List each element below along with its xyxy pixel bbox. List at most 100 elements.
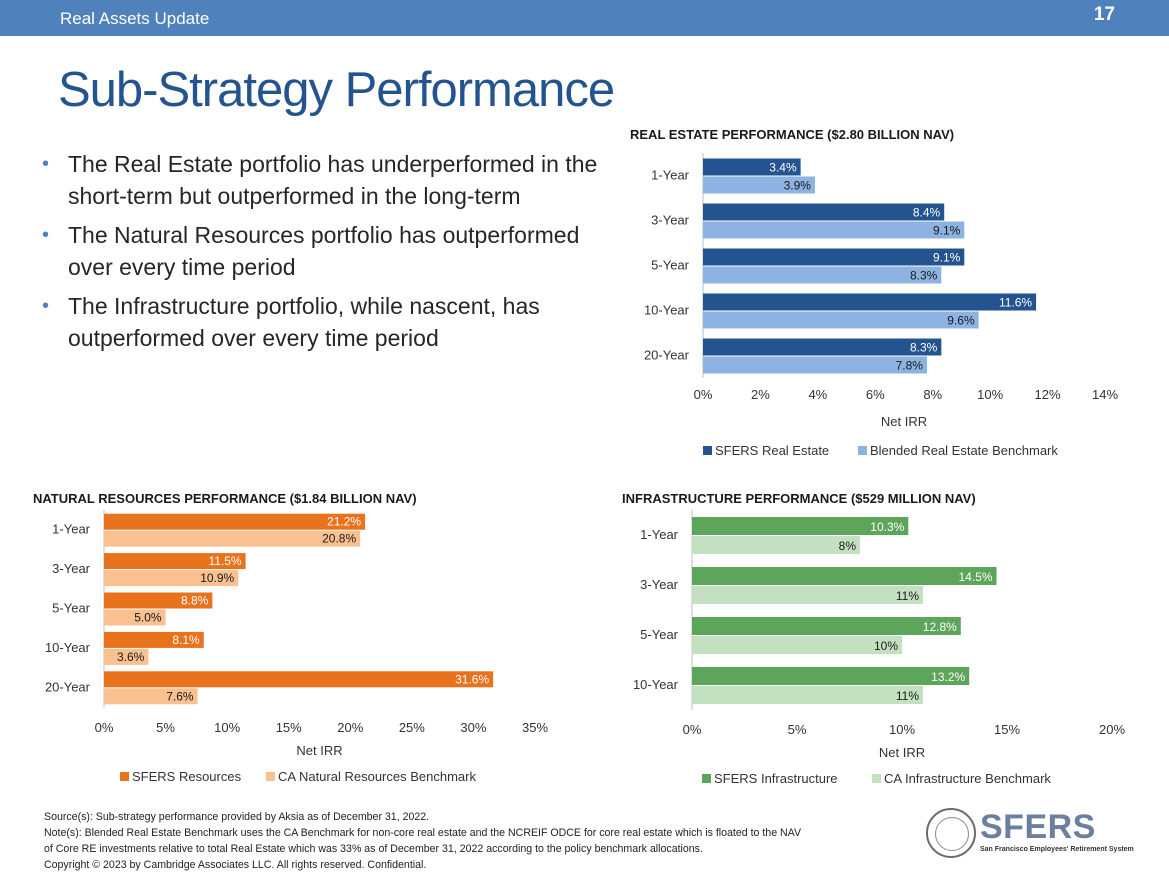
bullet-text: The Natural Resources portfolio has outp… — [68, 222, 580, 280]
bullet-icon: • — [42, 153, 50, 175]
category-label: 10-Year — [633, 677, 679, 692]
x-tick-label: 20% — [337, 720, 363, 735]
bar-benchmark — [703, 176, 815, 194]
category-label: 1-Year — [52, 522, 90, 537]
x-tick-label: 20% — [1099, 722, 1125, 737]
data-label: 8.3% — [910, 341, 938, 355]
bar-portfolio — [104, 631, 204, 648]
data-label: 11.5% — [208, 554, 241, 568]
chart-title: REAL ESTATE PERFORMANCE ($2.80 BILLION N… — [630, 127, 954, 142]
legend-label: SFERS Resources — [132, 769, 242, 784]
x-axis-label: Net IRR — [296, 743, 342, 758]
data-label: 13.2% — [931, 670, 965, 684]
category-label: 5-Year — [640, 627, 678, 642]
x-tick-label: 35% — [522, 720, 548, 735]
legend-swatch — [266, 772, 275, 781]
bar-portfolio — [104, 513, 366, 530]
logo-brand: SFERS — [980, 808, 1096, 846]
data-label: 8.3% — [910, 269, 938, 283]
category-label: 5-Year — [651, 258, 689, 273]
chart-title: INFRASTRUCTURE PERFORMANCE ($529 MILLION… — [622, 491, 976, 506]
bar-benchmark — [104, 688, 198, 705]
x-tick-label: 2% — [751, 387, 770, 402]
bar-portfolio — [703, 248, 965, 266]
chart-title: NATURAL RESOURCES PERFORMANCE ($1.84 BIL… — [33, 491, 417, 506]
infrastructure-chart: INFRASTRUCTURE PERFORMANCE ($529 MILLION… — [600, 484, 1160, 794]
bullet-icon: • — [42, 224, 50, 246]
data-label: 3.4% — [769, 161, 797, 175]
legend-label: SFERS Infrastructure — [714, 771, 838, 786]
data-label: 3.6% — [117, 650, 145, 664]
bar-portfolio — [692, 617, 961, 635]
category-label: 3-Year — [651, 213, 689, 228]
category-label: 10-Year — [45, 640, 91, 655]
category-label: 3-Year — [52, 561, 90, 576]
bar-benchmark — [104, 609, 166, 626]
data-label: 12.8% — [923, 620, 957, 634]
x-tick-label: 0% — [694, 387, 713, 402]
x-tick-label: 10% — [214, 720, 240, 735]
bullet-item: • The Infrastructure portfolio, while nas… — [42, 290, 602, 354]
x-tick-label: 0% — [683, 722, 702, 737]
data-label: 8.4% — [913, 206, 941, 220]
data-label: 20.8% — [322, 532, 356, 546]
legend-label: CA Infrastructure Benchmark — [884, 771, 1051, 786]
real-estate-chart: REAL ESTATE PERFORMANCE ($2.80 BILLION N… — [600, 120, 1160, 470]
bullet-item: • The Natural Resources portfolio has out… — [42, 219, 602, 283]
bar-benchmark — [692, 536, 860, 554]
data-label: 5.0% — [134, 611, 162, 625]
bar-portfolio — [703, 338, 942, 356]
x-tick-label: 15% — [994, 722, 1020, 737]
category-label: 10-Year — [644, 303, 690, 318]
bar-portfolio — [104, 553, 246, 570]
legend-swatch — [120, 772, 129, 781]
data-label: 10% — [874, 639, 898, 653]
data-label: 8.8% — [181, 594, 209, 608]
bar-benchmark — [104, 530, 361, 547]
legend-label: SFERS Real Estate — [715, 443, 829, 458]
bar-portfolio — [104, 671, 494, 688]
bar-portfolio — [692, 667, 970, 685]
x-tick-label: 30% — [460, 720, 486, 735]
sfers-logo: SFERS San Francisco Employees' Retiremen… — [924, 806, 1134, 862]
category-label: 1-Year — [640, 527, 678, 542]
bar-benchmark — [104, 570, 239, 587]
x-tick-label: 5% — [156, 720, 175, 735]
logo-subtitle: San Francisco Employees' Retirement Syst… — [980, 846, 1134, 853]
data-label: 11% — [896, 589, 919, 603]
bar-benchmark — [104, 648, 149, 665]
data-label: 7.8% — [896, 359, 924, 373]
bullet-item: • The Real Estate portfolio has underperf… — [42, 148, 602, 212]
x-tick-label: 0% — [95, 720, 114, 735]
bar-benchmark — [692, 586, 923, 604]
category-label: 5-Year — [52, 601, 90, 616]
data-label: 8% — [839, 539, 857, 553]
data-label: 10.3% — [870, 520, 904, 534]
bar-benchmark — [703, 311, 979, 329]
bullet-text: The Real Estate portfolio has underperfo… — [68, 151, 598, 209]
bar-portfolio — [703, 293, 1037, 311]
data-label: 11% — [896, 689, 919, 703]
bar-benchmark — [703, 221, 965, 239]
bullet-text: The Infrastructure portfolio, while nasc… — [68, 293, 540, 351]
note-line: of Core RE investments relative to total… — [44, 843, 703, 855]
source-note: Source(s): Sub-strategy performance prov… — [44, 811, 430, 823]
legend-label: CA Natural Resources Benchmark — [278, 769, 476, 784]
legend-swatch — [872, 774, 881, 783]
bar-portfolio — [692, 517, 909, 535]
x-tick-label: 25% — [399, 720, 425, 735]
chart-svg: NATURAL RESOURCES PERFORMANCE ($1.84 BIL… — [33, 491, 548, 784]
x-tick-label: 10% — [977, 387, 1003, 402]
legend-swatch — [702, 774, 711, 783]
legend-swatch — [703, 446, 712, 455]
section-title: Real Assets Update — [60, 9, 210, 28]
x-axis-label: Net IRR — [879, 745, 925, 760]
bar-portfolio — [104, 592, 213, 609]
data-label: 7.6% — [166, 689, 194, 703]
x-tick-label: 15% — [276, 720, 302, 735]
data-label: 10.9% — [200, 571, 234, 585]
footer-notes: Source(s): Sub-strategy performance prov… — [44, 809, 924, 873]
data-label: 3.9% — [784, 179, 812, 193]
page-title: Sub-Strategy Performance — [58, 63, 615, 117]
bar-portfolio — [703, 158, 801, 176]
